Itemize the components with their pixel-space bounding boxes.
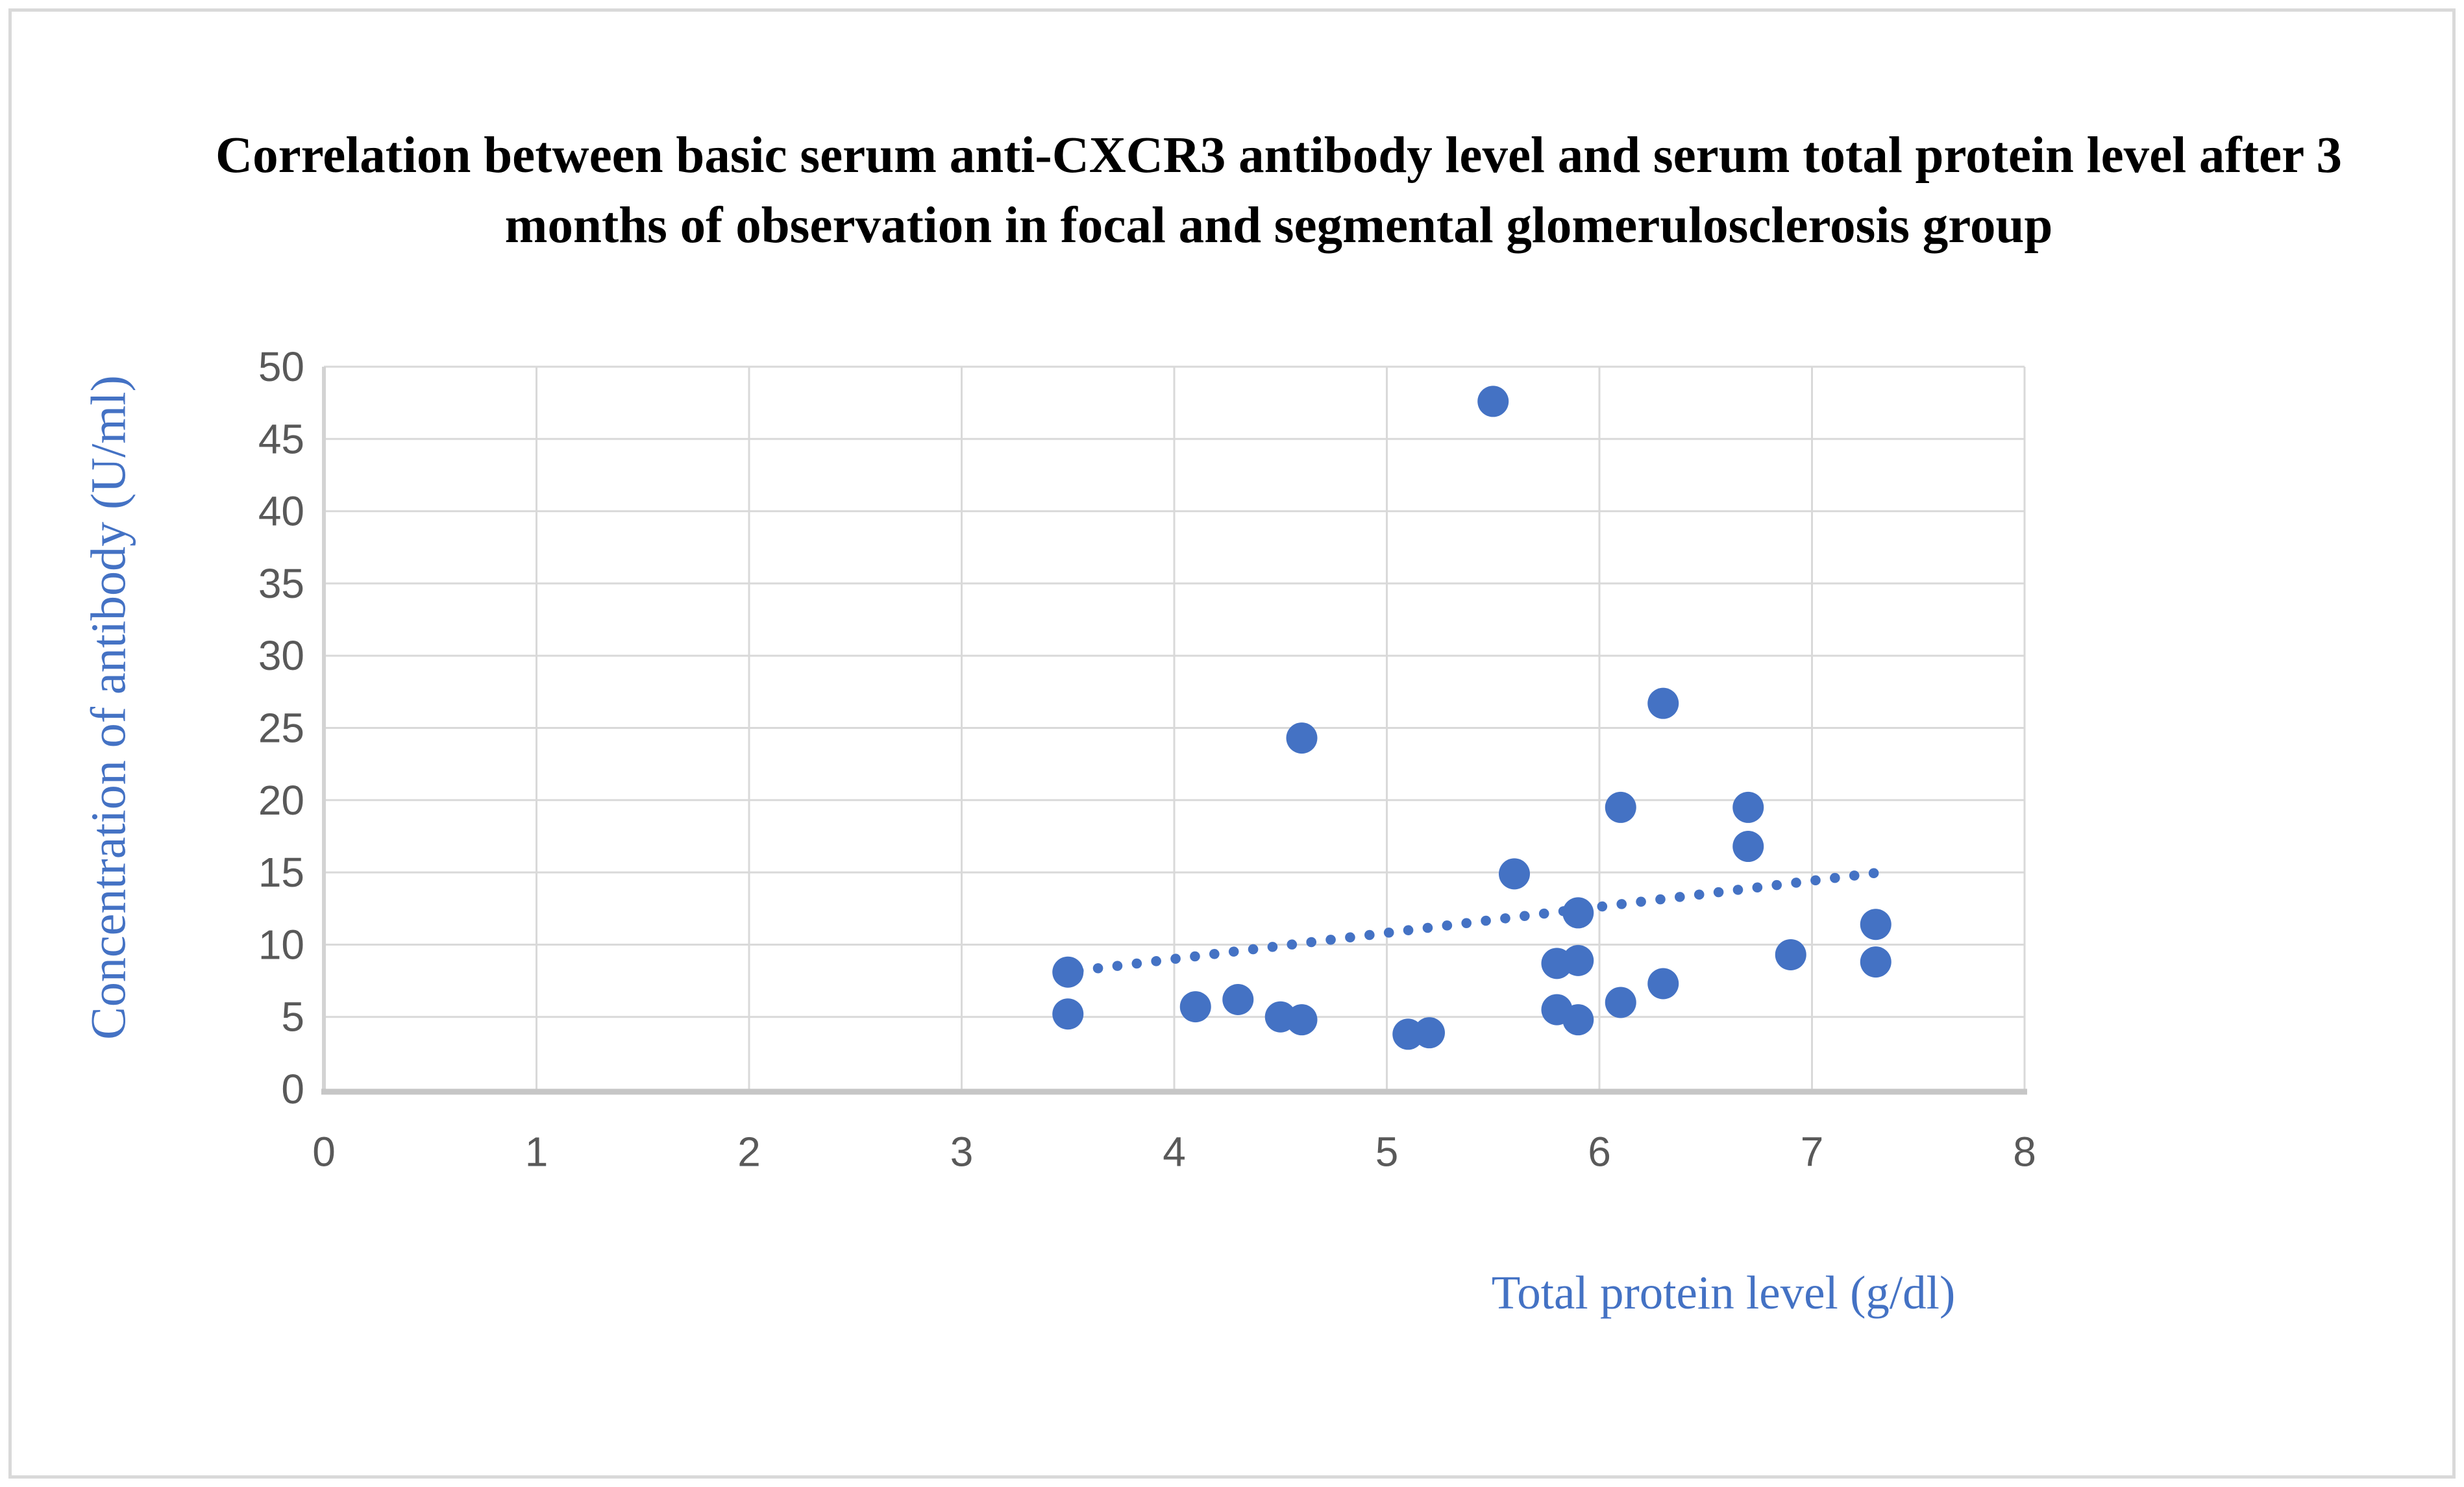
y-tick-label: 0 [281, 1066, 304, 1112]
scatter-point [1222, 983, 1254, 1015]
scatter-point [1052, 998, 1084, 1030]
scatter-point [1775, 939, 1806, 970]
x-tick-label: 7 [1801, 1128, 1824, 1175]
scatter-point [1605, 987, 1636, 1018]
scatter-point [1499, 858, 1530, 890]
scatter-point [1647, 687, 1679, 719]
scatter-point [1860, 946, 1891, 978]
y-tick-label: 45 [258, 415, 304, 462]
scatter-point [1052, 956, 1084, 988]
scatter-point [1562, 1004, 1594, 1036]
y-tick-label: 30 [258, 632, 304, 679]
x-tick-label: 5 [1375, 1128, 1399, 1175]
x-tick-label: 0 [312, 1128, 336, 1175]
scatter-point [1605, 791, 1636, 823]
y-tick-label: 25 [258, 705, 304, 752]
x-tick-label: 2 [737, 1128, 761, 1175]
scatter-point [1732, 791, 1764, 823]
scatter-point [1286, 722, 1318, 754]
scatter-point [1562, 897, 1594, 929]
scatter-point [1414, 1017, 1445, 1049]
x-axis-title: Total protein level (g/dl) [1491, 1266, 1956, 1319]
x-tick-label: 1 [525, 1128, 548, 1175]
y-tick-label: 5 [281, 994, 304, 1040]
trendline [1073, 867, 1886, 976]
x-tick-label: 6 [1588, 1128, 1611, 1175]
x-tick-label: 8 [2013, 1128, 2036, 1175]
y-tick-label: 35 [258, 560, 304, 607]
scatter-point [1732, 831, 1764, 863]
scatter-point [1562, 944, 1594, 976]
y-tick-label: 10 [258, 921, 304, 968]
x-tick-label: 3 [950, 1128, 974, 1175]
y-tick-label: 20 [258, 777, 304, 824]
chart-title: Correlation between basic serum anti-CXC… [216, 127, 2342, 254]
scatter-point [1286, 1004, 1318, 1036]
chart-border [8, 8, 2456, 1479]
scatter-point [1647, 968, 1679, 1000]
x-tick-label: 4 [1163, 1128, 1186, 1175]
scatter-point [1477, 386, 1509, 417]
y-tick-label: 40 [258, 488, 304, 535]
y-tick-label: 15 [258, 849, 304, 896]
y-tick-label: 50 [258, 343, 304, 390]
scatter-point [1179, 991, 1211, 1023]
scatter-point [1860, 909, 1891, 940]
